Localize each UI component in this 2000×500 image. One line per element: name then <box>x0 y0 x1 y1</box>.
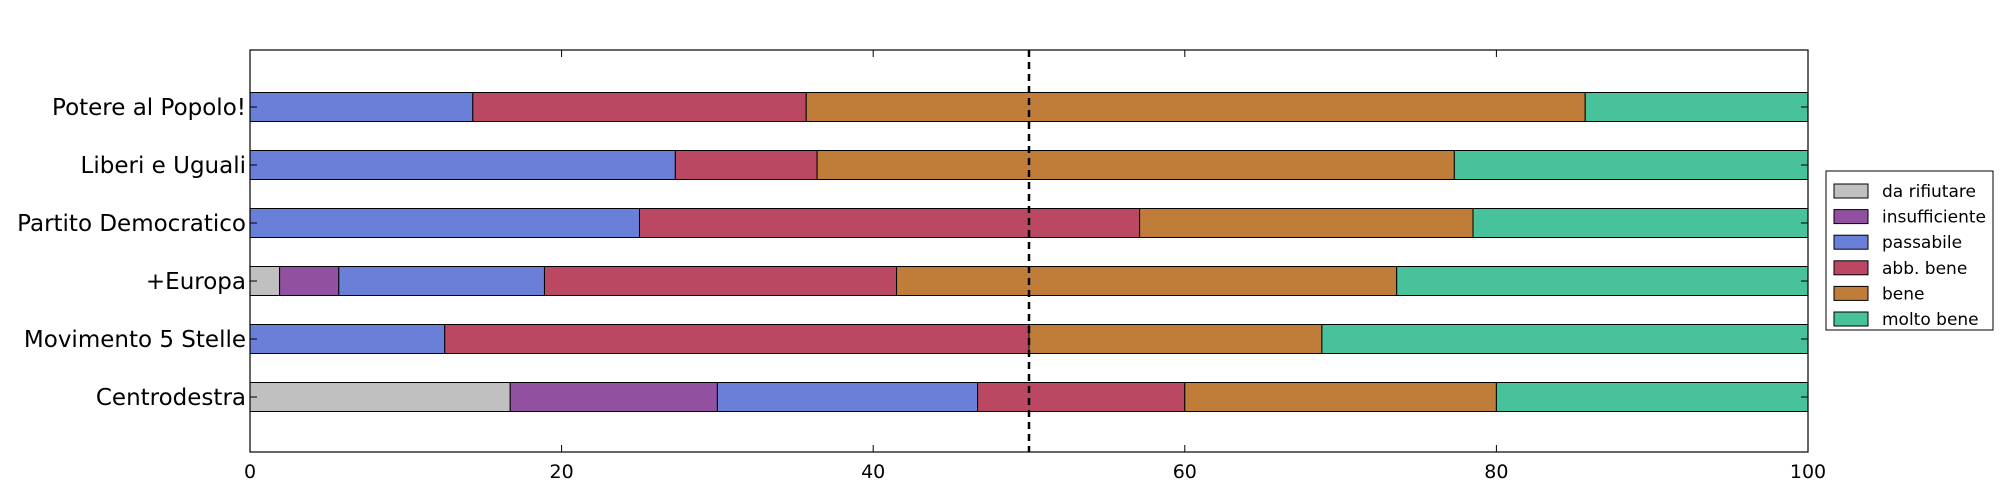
bar-3-4 <box>896 266 1398 296</box>
x-tick-label: 20 <box>550 461 574 483</box>
legend-label: abb. bene <box>1882 259 1967 279</box>
bar-5-0 <box>249 382 511 412</box>
legend-swatch <box>1833 260 1869 276</box>
legend-label: insufficiente <box>1882 208 1986 228</box>
legend-swatch <box>1833 209 1869 225</box>
x-tick-label: 0 <box>244 461 256 483</box>
legend-swatch <box>1833 311 1869 327</box>
bar-1-5 <box>1453 150 1809 180</box>
bar-1-2 <box>249 150 676 180</box>
bar-2-3 <box>639 208 1141 238</box>
category-label: Movimento 5 Stelle <box>24 327 246 353</box>
bar-4-5 <box>1321 324 1809 354</box>
category-label: Liberi e Uguali <box>81 153 246 179</box>
x-tick-label: 80 <box>1484 461 1508 483</box>
bar-1-4 <box>816 150 1455 180</box>
bar-3-3 <box>543 266 898 296</box>
legend-label: bene <box>1882 284 1924 304</box>
bar-0-3 <box>472 92 807 122</box>
bar-0-5 <box>1584 92 1809 122</box>
x-tick-label: 100 <box>1790 461 1826 483</box>
bar-5-3 <box>977 382 1186 412</box>
bar-0-4 <box>805 92 1586 122</box>
bar-5-4 <box>1184 382 1497 412</box>
bar-3-5 <box>1396 266 1809 296</box>
x-tick-label: 60 <box>1173 461 1197 483</box>
category-label: +Europa <box>146 269 246 295</box>
legend-swatch <box>1833 183 1869 199</box>
bars <box>249 92 1809 412</box>
bar-3-2 <box>338 266 545 296</box>
bar-0-2 <box>249 92 474 122</box>
category-label: Centrodestra <box>96 385 246 411</box>
legend-swatch <box>1833 285 1869 301</box>
bar-2-5 <box>1472 208 1809 238</box>
bar-5-1 <box>509 382 718 412</box>
legend-label: molto bene <box>1882 310 1979 330</box>
legend-swatch <box>1833 234 1869 250</box>
x-axis-ticks: 0 20 40 60 80 100 <box>244 50 1826 483</box>
bar-5-5 <box>1495 382 1809 412</box>
bar-3-1 <box>279 266 340 296</box>
bar-5-2 <box>716 382 979 412</box>
bar-4-4 <box>1028 324 1323 354</box>
plot-frame <box>249 49 1809 453</box>
category-label: Partito Democratico <box>17 211 246 237</box>
bar-2-4 <box>1139 208 1474 238</box>
bar-2-2 <box>249 208 640 238</box>
category-label: Potere al Popolo! <box>52 95 246 121</box>
y-axis-category-labels: Potere al Popolo! Liberi e Uguali Partito … <box>17 95 1808 411</box>
legend-label: da rifiutare <box>1882 182 1976 202</box>
legend: da rifiutare insufficiente passabile abb. b… <box>1825 170 1994 331</box>
bar-4-2 <box>249 324 446 354</box>
bar-4-3 <box>444 324 1030 354</box>
x-tick-label: 40 <box>861 461 885 483</box>
bar-1-3 <box>674 150 818 180</box>
legend-label: passabile <box>1882 233 1962 253</box>
